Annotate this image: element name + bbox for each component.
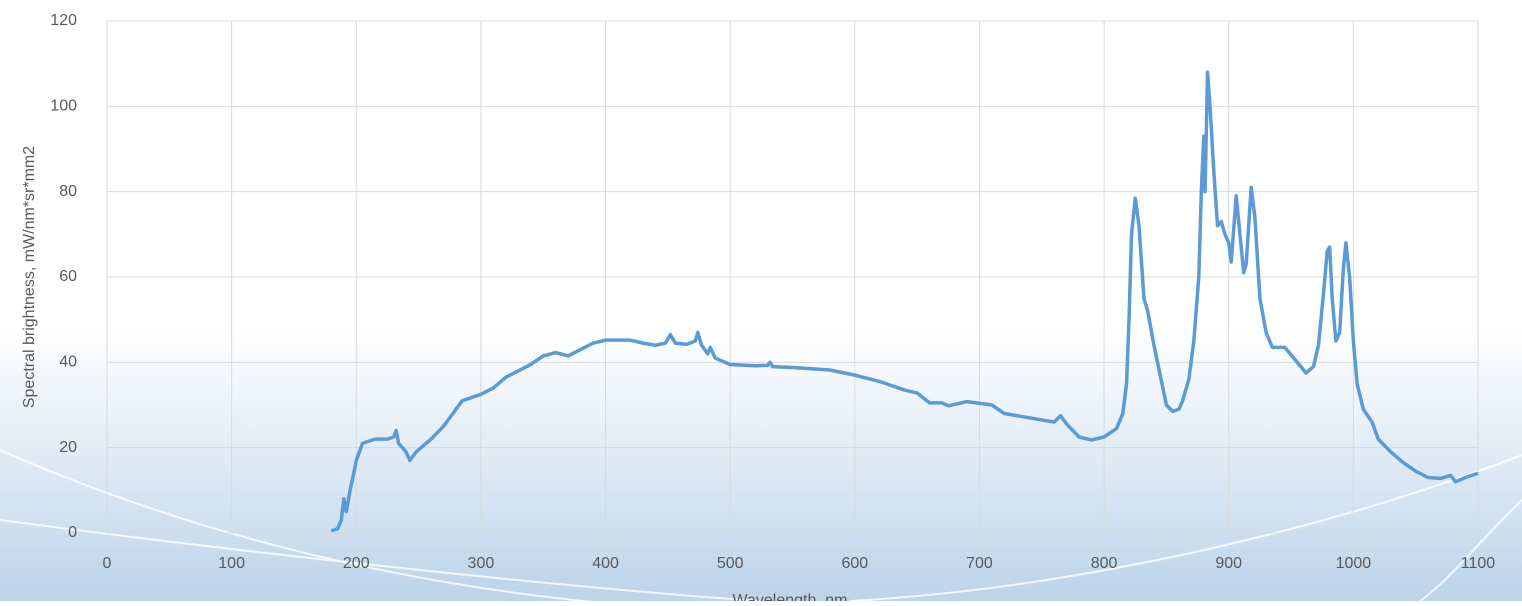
decor-curves xyxy=(0,449,1522,606)
x-tick-label: 700 xyxy=(966,555,993,572)
x-axis-label: Wavelength, nm xyxy=(732,592,847,601)
x-tick-label: 1000 xyxy=(1336,555,1372,572)
y-tick-label: 100 xyxy=(50,98,77,115)
x-tick-label: 1100 xyxy=(1461,555,1496,572)
line xyxy=(330,70,1479,533)
x-tick-label: 800 xyxy=(1091,555,1118,572)
y-tick-label: 60 xyxy=(59,268,77,285)
x-tick-label: 200 xyxy=(343,555,370,572)
x-tick-label: 600 xyxy=(841,555,868,572)
x-tick-label: 500 xyxy=(717,555,744,572)
y-tick-label: 0 xyxy=(68,524,77,541)
x-tick-label: 100 xyxy=(218,555,245,572)
y-tick-label: 80 xyxy=(59,183,77,200)
x-tick-label: 900 xyxy=(1215,555,1242,572)
y-tick-label: 40 xyxy=(59,354,77,371)
x-tick-label: 300 xyxy=(468,555,495,572)
y-tick-label: 20 xyxy=(59,439,77,456)
y-axis-label: Spectral brightness, mW/nm*sr*mm2 xyxy=(21,146,38,408)
y-tick-label: 120 xyxy=(50,12,77,29)
x-tick-label: 400 xyxy=(592,555,619,572)
x-tick-label: 0 xyxy=(103,555,112,572)
